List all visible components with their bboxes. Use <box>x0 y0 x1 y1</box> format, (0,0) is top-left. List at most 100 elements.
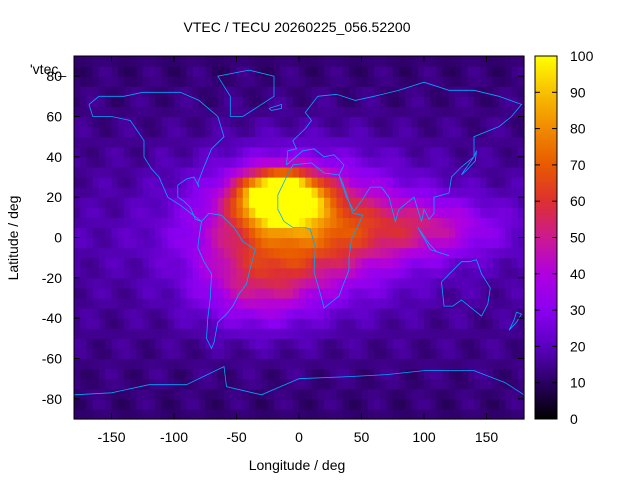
heatmap-cell <box>142 328 150 339</box>
heatmap-cell <box>311 328 319 339</box>
heatmap-cell <box>149 96 156 108</box>
heatmap-cell <box>192 358 200 370</box>
heatmap-cell <box>336 358 344 370</box>
heatmap-cell <box>380 348 388 360</box>
heatmap-cell <box>299 86 306 97</box>
heatmap-cell <box>186 318 194 329</box>
heatmap-cell <box>399 328 406 339</box>
heatmap-cell <box>480 298 488 309</box>
heatmap-cell <box>92 146 100 158</box>
coastline <box>268 103 282 111</box>
heatmap-cell <box>130 126 138 138</box>
heatmap-cell <box>286 116 294 128</box>
heatmap-cell <box>130 56 138 67</box>
heatmap-cell <box>292 388 300 400</box>
heatmap-cell <box>205 187 213 198</box>
heatmap-cell <box>167 197 175 208</box>
heatmap-cell <box>136 136 144 148</box>
heatmap-cell <box>355 146 363 158</box>
heatmap-cell <box>111 237 119 249</box>
heatmap-cell <box>105 197 113 208</box>
heatmap-cell <box>136 318 144 329</box>
heatmap-cell <box>311 136 319 148</box>
heatmap-cell <box>130 217 138 229</box>
heatmap-cell <box>130 287 138 299</box>
heatmap-cell <box>424 207 431 218</box>
heatmap-cell <box>80 156 88 168</box>
heatmap-cell <box>267 166 275 178</box>
heatmap-cell <box>305 378 313 390</box>
heatmap-cell <box>342 136 350 148</box>
heatmap-cell <box>99 287 106 299</box>
heatmap-cell <box>255 76 263 87</box>
heatmap-cell <box>330 207 338 218</box>
heatmap-cell <box>461 237 469 249</box>
heatmap-cell <box>117 308 125 319</box>
heatmap-cell <box>330 318 338 329</box>
heatmap-cell <box>230 287 238 299</box>
heatmap-cell <box>417 237 425 249</box>
heatmap-cell <box>292 237 300 249</box>
heatmap-cell <box>405 187 413 198</box>
heatmap-cell <box>511 56 519 67</box>
heatmap-cell <box>217 126 225 138</box>
heatmap-cell <box>374 197 381 208</box>
heatmap-cell <box>205 146 213 158</box>
heatmap-cell <box>161 237 169 249</box>
heatmap-cell <box>217 298 225 309</box>
heatmap-cell <box>449 96 456 108</box>
heatmap-cell <box>511 116 519 128</box>
heatmap-cell <box>299 106 306 118</box>
heatmap-cell <box>105 368 113 380</box>
heatmap-cell <box>380 177 388 188</box>
heatmap-cell <box>480 257 488 269</box>
heatmap-cell <box>399 166 406 178</box>
heatmap-cell <box>511 187 519 198</box>
heatmap-cell <box>180 408 188 420</box>
heatmap-cell <box>274 398 281 410</box>
heatmap-cell <box>311 358 319 370</box>
heatmap-cell <box>117 328 125 339</box>
heatmap-cell <box>330 398 338 410</box>
heatmap-cell <box>299 328 306 339</box>
heatmap-cell <box>474 136 481 148</box>
heatmap-cell <box>249 66 256 77</box>
heatmap-cell <box>92 408 100 420</box>
heatmap-cell <box>430 227 438 239</box>
heatmap-cell <box>455 308 463 319</box>
heatmap-cell <box>455 408 463 420</box>
heatmap-cell <box>355 237 363 249</box>
heatmap-cell <box>511 227 519 239</box>
heatmap-cell <box>117 136 125 148</box>
heatmap-cell <box>261 338 269 350</box>
heatmap-cell <box>180 217 188 229</box>
heatmap-cell <box>111 66 119 77</box>
heatmap-cell <box>161 126 169 138</box>
heatmap-cell <box>386 136 394 148</box>
heatmap-cell <box>361 308 369 319</box>
heatmap-cell <box>499 287 506 299</box>
heatmap-cell <box>149 116 156 128</box>
heatmap-cell <box>255 177 263 188</box>
heatmap-cell <box>174 358 181 370</box>
heatmap-cell <box>511 378 519 390</box>
heatmap-cell <box>186 298 194 309</box>
heatmap-cell <box>455 187 463 198</box>
heatmap-cell <box>367 388 375 400</box>
x-tick-label: 150 <box>475 429 499 445</box>
heatmap-cell <box>230 308 238 319</box>
heatmap-cell <box>142 106 150 118</box>
heatmap-cell <box>161 378 169 390</box>
heatmap-cell <box>199 227 206 239</box>
heatmap-cell <box>274 358 281 370</box>
y-tick-label: 40 <box>46 149 62 165</box>
heatmap-cell <box>461 287 469 299</box>
heatmap-cell <box>186 197 194 208</box>
heatmap-cell <box>455 76 463 87</box>
heatmap-cell <box>224 76 231 87</box>
heatmap-cell <box>330 116 338 128</box>
heatmap-cell <box>261 358 269 370</box>
heatmap-cell <box>205 76 213 87</box>
heatmap-cell <box>405 197 413 208</box>
heatmap-cell <box>330 187 338 198</box>
